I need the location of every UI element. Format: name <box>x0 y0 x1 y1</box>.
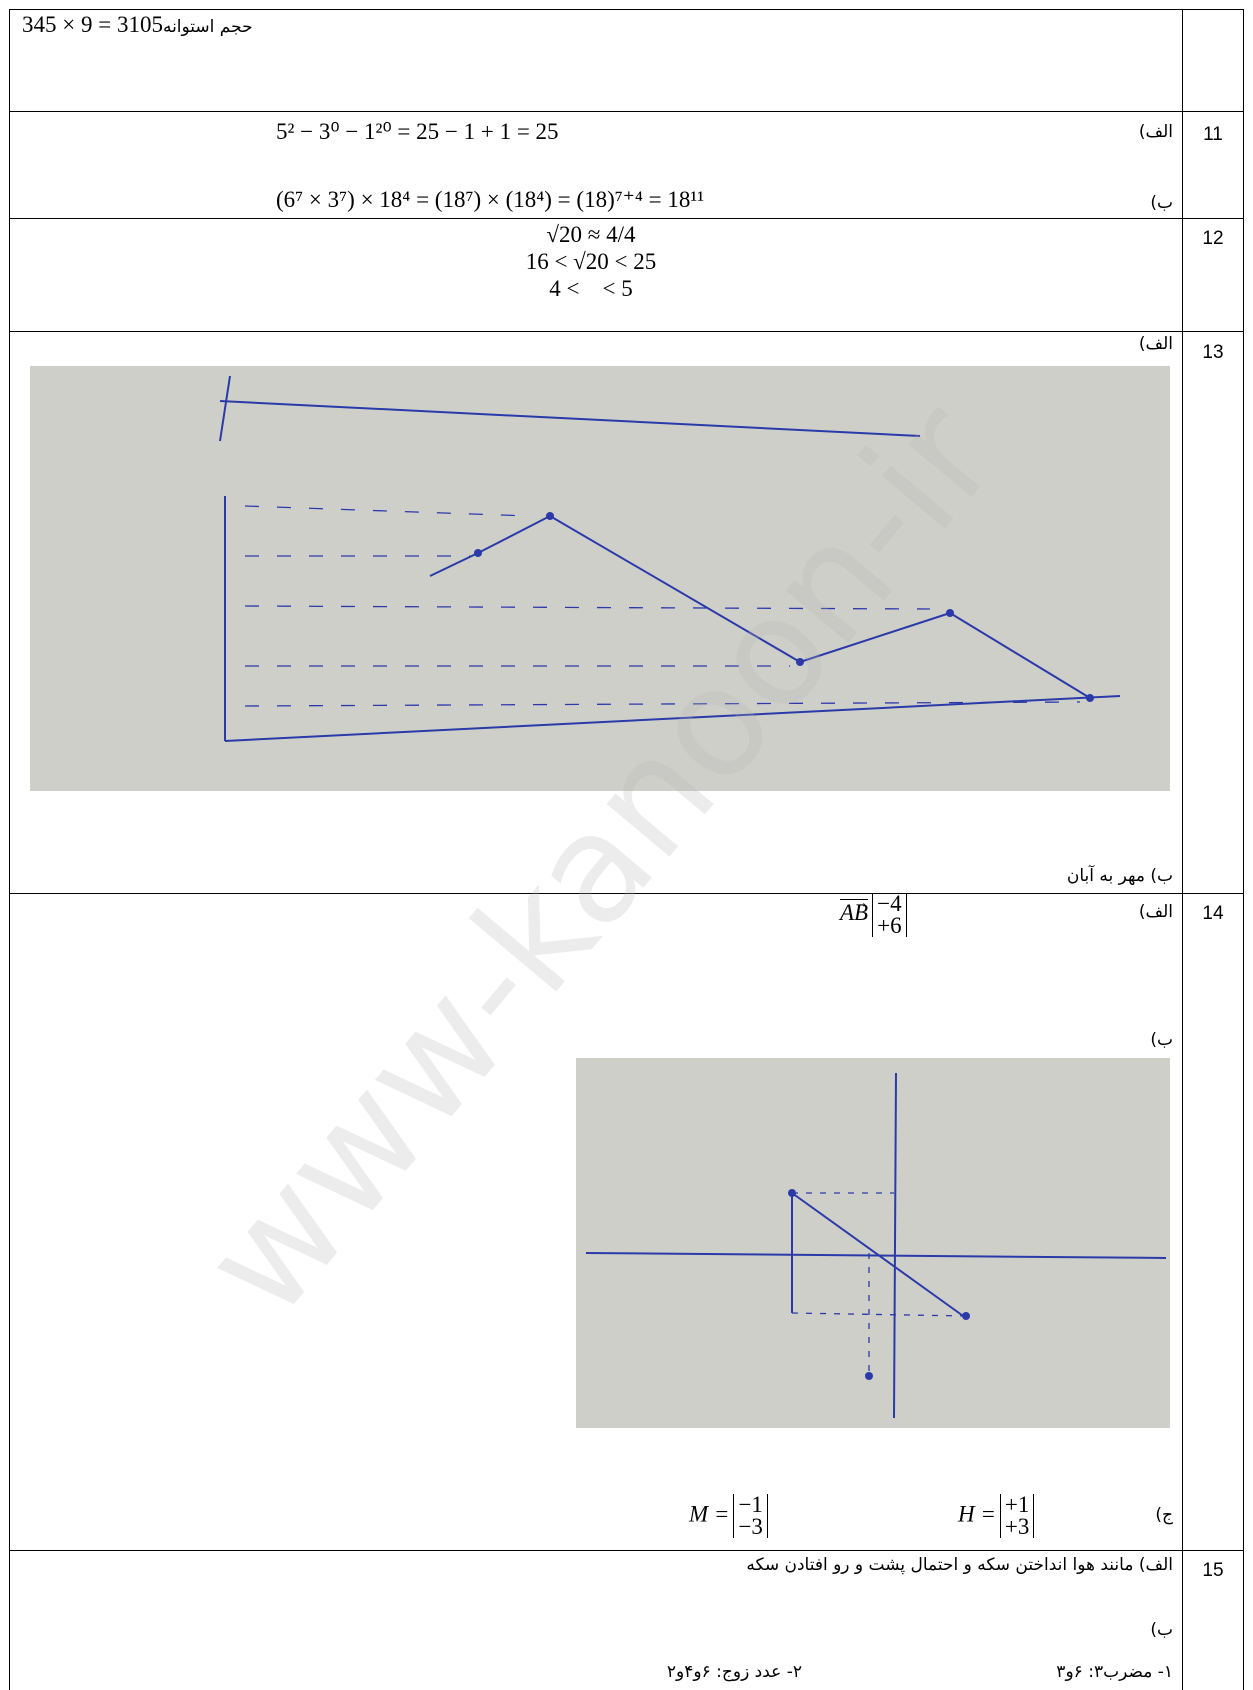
text: مانند هوا انداختن سکه و احتمال پشت و رو … <box>746 1555 1134 1575</box>
marker: ج) <box>1155 1505 1173 1525</box>
marker: ب) <box>1150 193 1173 213</box>
rule <box>9 331 1243 332</box>
marker: الف) <box>1138 122 1173 142</box>
math: 16 < √20 < 25 <box>525 249 657 274</box>
marker: الف) <box>1138 334 1173 354</box>
rule <box>9 9 1243 10</box>
rule <box>9 893 1243 894</box>
vector-name: M = <box>689 1501 730 1527</box>
vector: M = −1 −3 <box>689 1492 768 1539</box>
rule <box>9 111 1243 112</box>
rule <box>9 9 10 1690</box>
marker: الف) <box>1138 1555 1173 1575</box>
question-number: 12 <box>1202 228 1224 249</box>
vector-name: H = <box>958 1501 996 1527</box>
vector-top: −4 <box>877 891 902 916</box>
rule <box>9 1550 1243 1551</box>
math: (6⁷ × 3⁷) × 18⁴ = (18⁷) × (18⁴) = (18)⁷⁺… <box>276 187 705 212</box>
vector: H = +1 +3 <box>958 1492 1035 1539</box>
rule <box>1243 9 1244 1690</box>
math: 345 × 9 = 3105 <box>22 12 163 37</box>
question-number: 15 <box>1202 1560 1224 1581</box>
list-item: ۱- مضرب۳: ۶و۳ <box>1056 1662 1173 1682</box>
rule <box>1182 9 1183 1690</box>
vector-top: −1 <box>738 1492 763 1517</box>
rule <box>9 218 1243 219</box>
marker: ب) <box>1150 1620 1173 1640</box>
vector-bottom: −3 <box>738 1514 763 1539</box>
math: 4 < < 5 <box>549 276 633 301</box>
answer: الف) مانند هوا انداختن سکه و احتمال پشت … <box>746 1555 1173 1575</box>
answer: ب) مهر به آبان <box>1067 866 1173 886</box>
question-number: 11 <box>1203 124 1223 145</box>
vector-bottom: +3 <box>1004 1514 1030 1539</box>
question-number: 14 <box>1202 903 1224 924</box>
vector-name: → AB <box>840 896 869 926</box>
vector: → AB −4 +6 <box>840 891 907 938</box>
marker: ب) <box>1150 866 1173 886</box>
text: مهر به آبان <box>1066 866 1145 886</box>
cylinder-volume: 345 × 9 = 3105حجم استوانه <box>22 12 253 38</box>
marker: ب) <box>1150 1030 1173 1050</box>
marker: الف) <box>1138 902 1173 922</box>
vector-top: +1 <box>1004 1492 1030 1517</box>
question-number: 13 <box>1202 342 1224 363</box>
vector-bottom: +6 <box>877 913 902 938</box>
math: √20 ≈ 4/4 <box>546 222 636 247</box>
label: حجم استوانه <box>162 17 253 37</box>
photo-coordinate-plane <box>576 1058 1170 1428</box>
math: 5² − 3⁰ − 1²⁰ = 25 − 1 + 1 = 25 <box>276 119 559 144</box>
list-item: ۲- عدد زوج: ۶و۴و۲ <box>666 1662 802 1682</box>
photo-line-graph <box>30 366 1170 791</box>
